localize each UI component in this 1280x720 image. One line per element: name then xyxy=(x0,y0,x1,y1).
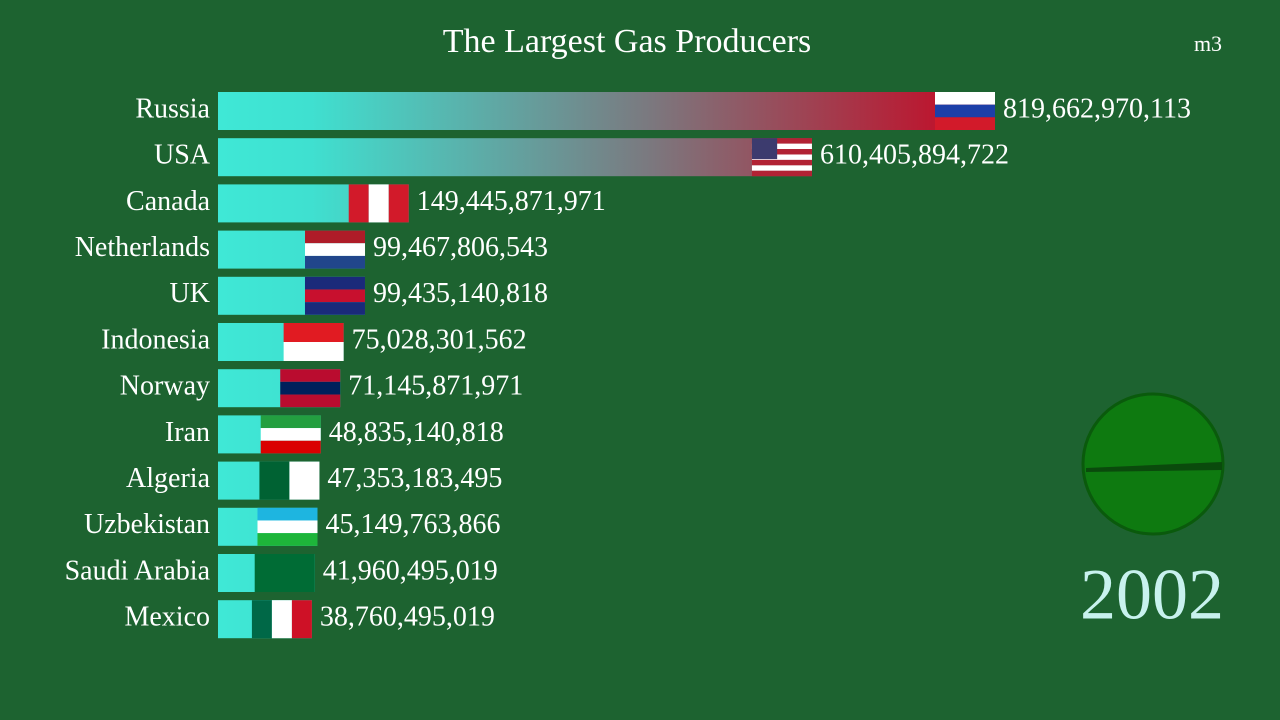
flag-stripe xyxy=(257,533,318,546)
flag-stripe xyxy=(283,342,344,361)
flag-stripe xyxy=(304,289,365,303)
flag-stripe xyxy=(935,117,995,130)
value-label: 41,960,495,019 xyxy=(323,555,498,586)
value-label: 47,353,183,495 xyxy=(327,463,502,494)
value-label: 99,467,806,543 xyxy=(373,232,548,263)
flag-stripe xyxy=(257,520,318,534)
flag-stripe xyxy=(751,149,812,155)
flag-stripe xyxy=(305,255,366,269)
flag-stripe xyxy=(271,600,292,639)
clock-face xyxy=(1081,392,1225,536)
category-label: Netherlands xyxy=(75,232,210,263)
category-label: Uzbekistan xyxy=(84,509,210,540)
flag-stripe xyxy=(751,165,812,171)
category-label: Canada xyxy=(126,186,211,217)
flag-stripe xyxy=(260,440,321,454)
flag-stripe xyxy=(283,323,344,342)
bar xyxy=(218,92,995,130)
value-label: 75,028,301,562 xyxy=(352,324,527,355)
flag-stripe xyxy=(280,394,341,408)
category-label: Russia xyxy=(135,93,210,124)
flag-stripe xyxy=(751,138,812,144)
flag-stripe xyxy=(368,184,389,223)
flag-stripe xyxy=(291,600,312,639)
chart-title: The Largest Gas Producers xyxy=(443,23,812,60)
flag-stripe xyxy=(259,461,290,500)
category-label: Mexico xyxy=(124,602,210,633)
value-label: 99,435,140,818 xyxy=(373,278,548,309)
category-label: Indonesia xyxy=(101,324,210,355)
clock xyxy=(1081,392,1225,536)
value-label: 38,760,495,019 xyxy=(320,602,495,633)
flag-stripe xyxy=(280,381,341,395)
flag-stripe xyxy=(260,428,321,441)
flag-stripe xyxy=(751,159,812,166)
flag-stripe xyxy=(254,554,315,592)
flag-canton xyxy=(751,138,778,160)
bars: Russia 819,662,970,113 USA 610,405,894,722 C… xyxy=(65,92,1191,639)
flag-stripe xyxy=(388,184,409,223)
flag-stripe xyxy=(304,276,365,290)
flag-stripe xyxy=(251,600,272,639)
clock-hand xyxy=(1086,462,1222,472)
flag-stripe xyxy=(935,92,995,105)
bar xyxy=(218,138,812,177)
flag-stripe xyxy=(935,104,995,118)
category-label: Iran xyxy=(165,417,210,448)
category-label: UK xyxy=(170,278,210,309)
flag-stripe xyxy=(751,143,812,150)
category-label: USA xyxy=(154,140,211,171)
value-label: 71,145,871,971 xyxy=(348,371,523,402)
value-label: 45,149,763,866 xyxy=(325,509,500,540)
flag-stripe xyxy=(348,184,369,223)
flag-stripe xyxy=(304,302,365,315)
flag-stripe xyxy=(751,170,812,177)
value-label: 149,445,871,971 xyxy=(417,186,606,217)
value-label: 48,835,140,818 xyxy=(329,417,504,448)
year-label: 2002 xyxy=(1080,555,1224,635)
category-label: Saudi Arabia xyxy=(65,555,211,586)
flag-stripe xyxy=(751,154,812,160)
value-label: 610,405,894,722 xyxy=(820,140,1009,171)
flag-stripe xyxy=(257,507,318,521)
flag-stripe xyxy=(260,415,321,429)
flag-stripe xyxy=(305,243,366,256)
category-label: Norway xyxy=(120,371,210,402)
flag-stripe xyxy=(289,461,320,500)
unit-label: m3 xyxy=(1194,31,1222,56)
flag-stripe xyxy=(305,230,366,244)
value-label: 819,662,970,113 xyxy=(1003,93,1191,124)
flag-stripe xyxy=(280,369,341,382)
category-label: Algeria xyxy=(126,463,211,494)
